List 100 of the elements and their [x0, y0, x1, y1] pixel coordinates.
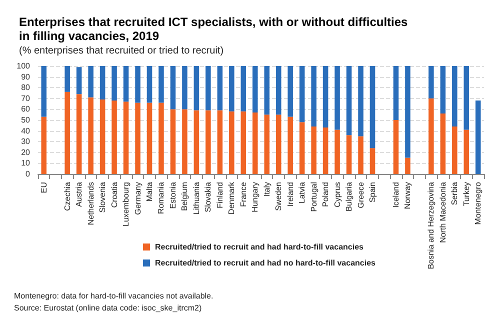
- x-tick-label: Netherlands: [86, 182, 96, 226]
- bar: [229, 66, 234, 112]
- bar: [88, 97, 94, 174]
- bar: [146, 66, 152, 103]
- chart-subtitle: (% enterprises that recruited or tried to recruit): [19, 46, 224, 56]
- bar: [276, 114, 282, 174]
- bar: [405, 66, 410, 158]
- x-tick-label: Romania: [156, 181, 166, 214]
- bar: [64, 92, 70, 174]
- bar: [123, 102, 129, 174]
- bar: [440, 66, 446, 114]
- bar: [393, 120, 399, 174]
- y-tick-label: 100: [16, 62, 31, 70]
- bar: [440, 114, 446, 174]
- x-tick-label: Spain: [368, 182, 377, 202]
- text: Montenegro: data for hard-to-fill vacancies not available.: [14, 292, 214, 300]
- x-tick-label: Ireland: [286, 182, 295, 206]
- bar: [322, 128, 328, 174]
- x-tick-label: Turkey: [462, 182, 471, 206]
- legend-label: Recruited/tried to recruit and had hard-to-fill vacancies: [155, 242, 364, 252]
- bar: [334, 66, 340, 130]
- bar: [346, 135, 352, 174]
- x-tick-label: Hungary: [250, 182, 260, 212]
- bar: [370, 66, 376, 148]
- x-tick-label: Denmark: [227, 181, 236, 214]
- x-tick-label: Poland: [321, 182, 330, 207]
- x-tick-label: EU: [39, 182, 48, 194]
- bar: [393, 66, 399, 120]
- bar: [264, 114, 270, 174]
- bar: [405, 158, 410, 174]
- x-tick-label: Belgium: [180, 182, 190, 211]
- x-tick-label: Malta: [145, 181, 154, 202]
- bar: [311, 126, 316, 174]
- bar: [299, 122, 305, 174]
- bar: [146, 102, 152, 174]
- bar: [76, 67, 82, 94]
- bar: [206, 66, 211, 110]
- bar: [229, 111, 234, 174]
- y-tick-label: 60: [21, 104, 31, 114]
- bar: [170, 66, 176, 110]
- x-tick-label: Bulgaria: [344, 181, 354, 212]
- x-tick-label: Serbia: [450, 181, 460, 206]
- bar: [135, 102, 140, 174]
- y-tick-label: 50: [21, 116, 31, 124]
- x-tick-label: Italy: [262, 182, 272, 197]
- x-tick-label: Germany: [133, 182, 142, 215]
- bar: [252, 66, 258, 112]
- y-tick-label: 20: [21, 148, 31, 157]
- x-tick-label: Greece: [356, 181, 366, 208]
- bar: [452, 126, 458, 174]
- bar: [100, 99, 106, 174]
- x-tick-label: Slovakia: [204, 181, 213, 212]
- x-tick-label: Luxembourg: [122, 182, 131, 226]
- bar: [428, 66, 434, 98]
- bar: [464, 130, 470, 174]
- x-tick-label: Austria: [74, 181, 84, 207]
- x-tick-label: Norway: [403, 182, 412, 210]
- bar: [100, 66, 106, 100]
- y-tick-label: 10: [21, 158, 31, 168]
- y-tick-label: 80: [21, 83, 31, 92]
- y-tick-label: 30: [21, 137, 31, 146]
- x-tick-label: Estonia: [168, 181, 178, 209]
- bar: [334, 130, 340, 174]
- bar: [194, 110, 200, 174]
- bar: [112, 66, 117, 101]
- source-note: Source: Eurostat (online data code: isoc_ske_itrcm2): [14, 304, 202, 312]
- bar: [252, 112, 258, 174]
- x-tick-label: Montenegro: [474, 181, 483, 225]
- x-tick-label: Portugal: [309, 182, 318, 212]
- x-tick-label: Czechia: [62, 181, 72, 211]
- bar: [182, 66, 188, 110]
- bar: [112, 100, 117, 174]
- bar: [358, 66, 364, 136]
- bar: [135, 66, 140, 103]
- chart-title: Enterprises that recruited ICT specialists, with or without difficulties in filling vacancies, 2019: [19, 15, 408, 43]
- bar: [158, 102, 164, 174]
- bar: [299, 66, 305, 122]
- bar: [194, 66, 200, 110]
- y-tick-label: 90: [21, 72, 31, 82]
- bar: [276, 66, 282, 115]
- bar: [123, 66, 129, 102]
- bar: [311, 66, 316, 126]
- x-tick-label: North Macedonia: [438, 181, 448, 243]
- bar: [170, 109, 176, 174]
- x-tick-label: Cyprus: [332, 182, 342, 208]
- y-tick-label: 40: [21, 126, 31, 136]
- bar: [217, 110, 223, 174]
- bar: [428, 98, 434, 174]
- bar: [41, 116, 47, 174]
- bar: [206, 110, 211, 174]
- x-tick-label: Iceland: [391, 182, 400, 208]
- bar: [346, 66, 352, 136]
- bar: [64, 66, 70, 92]
- x-tick-label: Slovenia: [98, 181, 108, 213]
- x-tick-label: Latvia: [298, 181, 307, 204]
- bar: [158, 66, 164, 103]
- bar: [264, 66, 270, 115]
- bar: [240, 66, 246, 112]
- bar: [464, 66, 470, 130]
- y-tick-label: 70: [21, 94, 31, 103]
